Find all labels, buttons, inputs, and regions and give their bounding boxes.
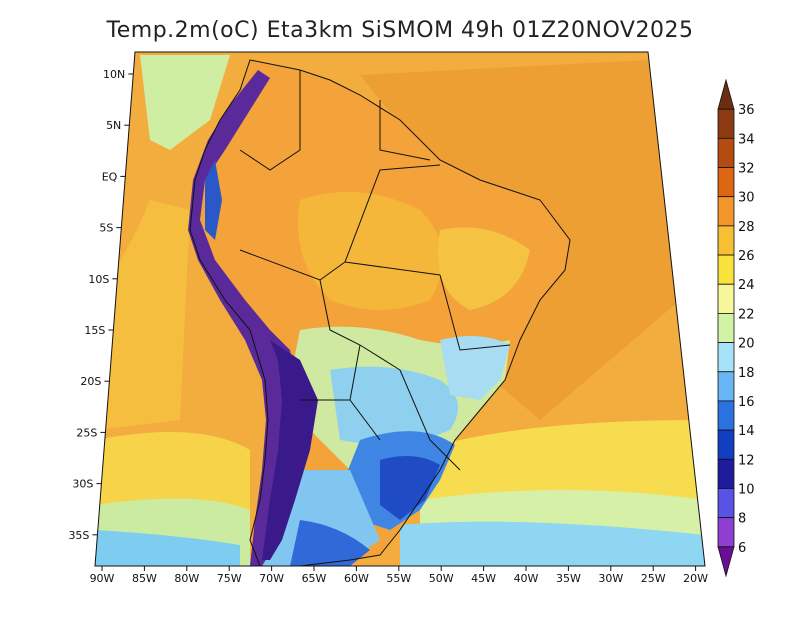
colorbar-swatch bbox=[717, 225, 735, 256]
amazon-warm-patch bbox=[298, 192, 443, 310]
colorbar-swatch bbox=[717, 342, 735, 373]
northeast-warm-patch bbox=[438, 227, 530, 310]
map-frame bbox=[94, 51, 706, 567]
colorbar-label: 26 bbox=[738, 249, 755, 264]
lon-tick-label: 40W bbox=[514, 572, 539, 585]
colorbar-label: 36 bbox=[738, 103, 755, 118]
lon-tick-label: 50W bbox=[429, 572, 454, 585]
colorbar-swatch bbox=[717, 400, 735, 431]
colorbar-label: 34 bbox=[738, 132, 755, 147]
southeast-cool-highlands bbox=[440, 336, 510, 400]
lat-tick-label: 30S bbox=[72, 478, 93, 491]
colorbar-label: 22 bbox=[738, 307, 755, 322]
map-domain bbox=[95, 52, 705, 566]
lon-tick-label: 65W bbox=[302, 572, 327, 585]
colorbar-swatch bbox=[717, 458, 735, 489]
colorbar-swatch bbox=[717, 137, 735, 168]
lat-tick-label: 10S bbox=[88, 273, 109, 286]
colorbar-label: 6 bbox=[738, 541, 746, 556]
colorbar-label: 30 bbox=[738, 191, 755, 206]
colorbar-label: 20 bbox=[738, 337, 755, 352]
colorbar-label: 32 bbox=[738, 162, 755, 177]
lon-tick-label: 70W bbox=[259, 572, 284, 585]
colorbar-label: 24 bbox=[738, 278, 755, 293]
colorbar-swatch bbox=[717, 78, 735, 110]
colorbar-swatch bbox=[717, 517, 735, 548]
colorbar-label: 8 bbox=[738, 512, 746, 527]
longitude-axis: 90W 85W 80W 75W 70W 65W 60W 55W 50W 45W 40W 35W 30W 2… bbox=[90, 566, 708, 585]
country-borders bbox=[189, 59, 571, 566]
colorbar-label: 16 bbox=[738, 395, 755, 410]
colorbar-swatch bbox=[717, 283, 735, 314]
colorbar-label: 10 bbox=[738, 482, 755, 497]
caribbean-cool-water bbox=[140, 55, 230, 150]
lon-tick-label: 80W bbox=[174, 572, 199, 585]
colorbar-swatch bbox=[717, 108, 735, 139]
colorbar-swatch bbox=[717, 488, 735, 519]
lat-tick-label: 15S bbox=[84, 324, 105, 337]
rio-grande-cold-zone bbox=[380, 456, 440, 520]
colorbar-label: 28 bbox=[738, 220, 755, 235]
lon-tick-label: 45W bbox=[471, 572, 496, 585]
map-title: Temp.2m(oC) Eta3km SiSMOM 49h 01Z20NOV20… bbox=[106, 18, 694, 43]
atlantic-blue-band bbox=[400, 521, 705, 566]
colorbar-swatch bbox=[717, 254, 735, 285]
lon-tick-label: 75W bbox=[217, 572, 242, 585]
lon-tick-label: 90W bbox=[90, 572, 115, 585]
lat-tick-label: 5S bbox=[99, 222, 113, 235]
pacific-blue-band bbox=[95, 530, 240, 566]
colorbar-swatch bbox=[717, 167, 735, 198]
colorbar-swatch bbox=[717, 313, 735, 343]
lat-tick-label: 5N bbox=[106, 119, 121, 132]
lat-tick-label: EQ bbox=[102, 170, 118, 183]
andes-cold-belt bbox=[188, 70, 300, 566]
lat-tick-label: 20S bbox=[80, 375, 101, 388]
lon-tick-label: 35W bbox=[556, 572, 581, 585]
lon-tick-label: 55W bbox=[386, 572, 411, 585]
lat-tick-label: 10N bbox=[103, 68, 125, 81]
colorbar-label: 12 bbox=[738, 453, 755, 468]
lon-tick-label: 20W bbox=[683, 572, 708, 585]
lon-tick-label: 25W bbox=[641, 572, 666, 585]
lat-tick-label: 35S bbox=[68, 529, 89, 542]
colorbar-swatch bbox=[717, 371, 735, 402]
pampas-cold-zone bbox=[290, 520, 370, 566]
temperature-colorbar: 36 34 32 30 28 26 24 22 20 18 16 14 12 10 8 6 bbox=[717, 78, 755, 578]
colorbar-label: 14 bbox=[738, 424, 755, 439]
colorbar-swatch bbox=[717, 546, 735, 578]
colorbar-swatch bbox=[717, 429, 735, 460]
lon-tick-label: 30W bbox=[598, 572, 623, 585]
altiplano-cold-core bbox=[262, 340, 318, 560]
latitude-axis: 10N 5N EQ 5S 10S 15S 20S 25S 30S 35S bbox=[68, 68, 134, 542]
colorbar-swatch bbox=[717, 196, 735, 227]
lon-tick-label: 60W bbox=[344, 572, 369, 585]
andes-north-blue bbox=[205, 160, 222, 240]
paraguay-cool-zone bbox=[330, 366, 458, 450]
pacific-midband bbox=[95, 200, 190, 430]
lat-tick-label: 25S bbox=[76, 426, 97, 439]
lon-tick-label: 85W bbox=[132, 572, 157, 585]
colorbar-label: 18 bbox=[738, 366, 755, 381]
